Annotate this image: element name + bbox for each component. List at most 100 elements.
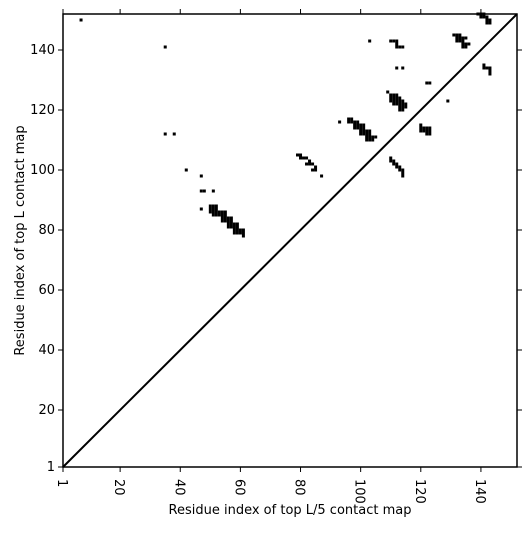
contact-point-11 [211,204,215,208]
contact-point-154 [455,33,459,37]
contact-point-33 [226,219,230,223]
contact-point-51 [241,234,245,238]
contact-point-161 [458,39,462,43]
contact-point-121 [401,102,405,106]
contact-point-134 [398,165,402,169]
contact-point-86 [365,132,369,136]
contact-point-75 [362,123,366,127]
contact-point-48 [235,231,239,235]
contact-point-77 [356,126,360,130]
contact-point-62 [311,168,315,172]
contact-point-16 [208,210,212,214]
x-tick-label-60: 60 [231,479,246,496]
contact-point-174 [485,18,489,22]
contact-point-118 [392,102,396,106]
contact-point-106 [389,93,393,97]
contact-point-54 [299,156,303,160]
contact-point-40 [229,225,233,229]
x-tick-label-20: 20 [111,479,126,496]
contact-point-146 [425,129,429,133]
y-tick-label-40: 40 [38,343,55,358]
y-tick-label-1: 1 [47,460,55,475]
contact-point-162 [461,39,465,43]
contact-point-67 [350,117,354,121]
contact-point-84 [359,132,363,136]
contact-point-97 [392,39,396,43]
contact-point-38 [235,222,239,226]
contact-point-123 [398,105,402,109]
contact-point-72 [353,123,357,127]
contact-point-65 [338,120,342,124]
contact-point-37 [232,222,236,226]
contact-point-9 [199,207,203,211]
y-tick-label-20: 20 [38,403,55,418]
contact-point-176 [485,21,489,25]
x-axis-label: Residue index of top L/5 contact map [169,503,412,518]
contact-point-151 [428,81,432,85]
contact-point-43 [232,228,236,232]
contact-point-76 [353,126,357,130]
contact-point-167 [464,45,468,49]
contact-point-99 [395,42,399,46]
contact-point-12 [214,204,218,208]
contact-point-59 [308,162,312,166]
contact-point-115 [395,99,399,103]
contact-point-125 [404,105,408,109]
contact-point-83 [368,129,372,133]
contact-point-153 [452,33,456,37]
y-tick-label-60: 60 [38,283,55,298]
contact-point-61 [314,165,318,169]
contact-point-5 [199,174,203,178]
contact-point-147 [428,129,432,133]
contact-point-20 [220,210,224,214]
contact-point-14 [211,207,215,211]
x-tick-label-80: 80 [292,479,307,496]
contact-point-157 [458,36,462,40]
contact-point-130 [392,159,396,163]
contact-point-46 [241,228,245,232]
contact-point-44 [235,228,239,232]
contact-point-66 [347,117,351,121]
contact-point-166 [461,45,465,49]
contact-point-111 [395,96,399,100]
contact-point-82 [365,129,369,133]
contact-point-131 [392,162,396,166]
contact-point-101 [398,45,402,49]
contact-point-96 [389,39,393,43]
contact-point-63 [314,168,318,172]
contact-point-140 [419,126,423,130]
contact-point-100 [395,45,399,49]
contact-point-1 [163,45,167,49]
contact-point-138 [401,174,405,178]
contact-point-26 [223,213,227,217]
contact-point-85 [362,132,366,136]
contact-point-102 [401,45,405,49]
contact-point-109 [389,96,393,100]
contact-point-119 [395,102,399,106]
contact-point-58 [305,162,309,166]
contact-point-94 [371,138,375,142]
contact-point-139 [419,123,423,127]
contact-point-30 [229,216,233,220]
contact-point-25 [220,213,224,217]
contact-point-81 [362,129,366,133]
y-tick-label-100: 100 [30,163,55,178]
contact-point-172 [482,15,486,19]
contact-point-3 [172,132,176,136]
contact-point-107 [392,93,396,97]
contact-point-13 [208,207,212,211]
contact-point-95 [368,39,372,43]
contact-point-110 [392,96,396,100]
contact-point-181 [488,66,492,70]
contact-point-78 [359,126,363,130]
contact-point-126 [398,108,402,112]
contact-point-92 [365,138,369,142]
contact-point-132 [395,162,399,166]
contact-point-31 [220,219,224,223]
contact-point-89 [368,135,372,139]
contact-point-105 [386,90,390,94]
contact-point-68 [347,120,351,124]
y-tick-label-80: 80 [38,223,55,238]
contact-point-41 [232,225,236,229]
